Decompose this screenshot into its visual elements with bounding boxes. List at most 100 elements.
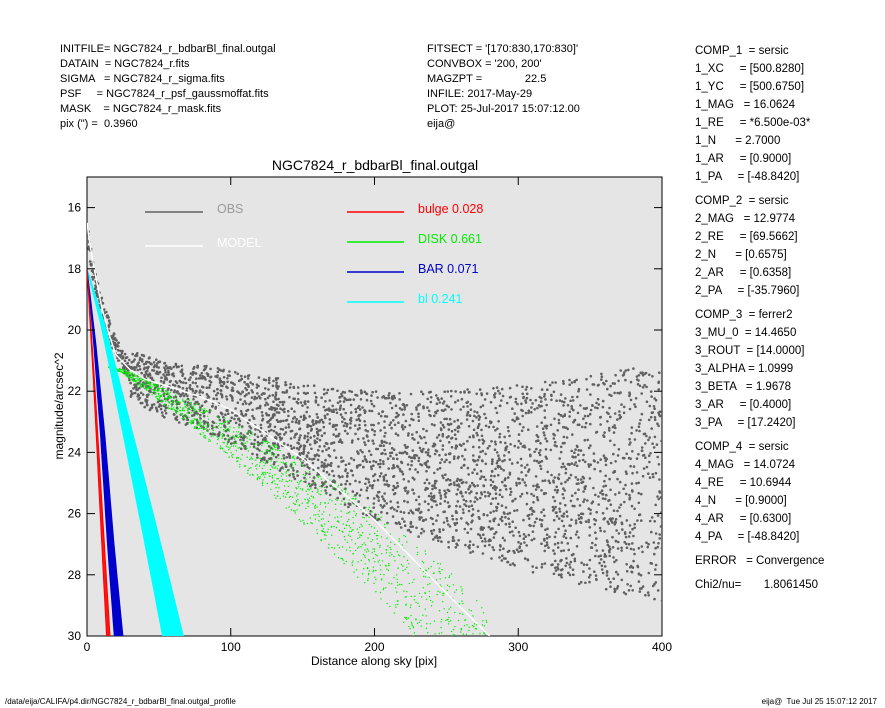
obs-point bbox=[189, 376, 192, 379]
obs-point bbox=[616, 509, 619, 513]
obs-point bbox=[167, 387, 170, 390]
parameter-line: 4_RE = 10.6944 bbox=[695, 477, 792, 489]
obs-point bbox=[343, 503, 347, 506]
disk-point bbox=[337, 516, 339, 518]
obs-point bbox=[247, 391, 251, 395]
obs-point bbox=[517, 477, 520, 480]
obs-point bbox=[371, 390, 374, 394]
disk-point bbox=[348, 525, 351, 527]
disk-point bbox=[331, 486, 334, 488]
obs-point bbox=[579, 449, 583, 452]
obs-point bbox=[87, 239, 90, 243]
obs-point bbox=[575, 545, 579, 548]
obs-point bbox=[527, 468, 531, 471]
obs-point bbox=[460, 422, 463, 425]
disk-point bbox=[461, 588, 463, 590]
disk-point bbox=[259, 457, 261, 460]
disk-point bbox=[351, 529, 353, 531]
disk-point bbox=[319, 493, 322, 496]
obs-point bbox=[293, 410, 296, 413]
obs-point bbox=[367, 480, 371, 484]
obs-point bbox=[629, 464, 632, 468]
disk-point bbox=[234, 438, 236, 440]
obs-point bbox=[107, 325, 110, 329]
obs-point bbox=[624, 492, 628, 496]
disk-point bbox=[324, 506, 327, 508]
obs-point bbox=[645, 434, 648, 438]
disk-point bbox=[157, 389, 160, 392]
obs-point bbox=[410, 412, 414, 416]
disk-point bbox=[417, 551, 419, 554]
legend-label-obs: OBS bbox=[217, 202, 243, 216]
obs-point bbox=[212, 397, 215, 401]
obs-point bbox=[488, 543, 491, 547]
disk-point bbox=[422, 614, 424, 616]
obs-point bbox=[469, 408, 473, 412]
disk-point bbox=[226, 420, 229, 422]
disk-point bbox=[327, 502, 330, 504]
obs-point bbox=[226, 377, 229, 380]
disk-point bbox=[336, 520, 339, 523]
disk-point bbox=[191, 412, 193, 414]
disk-point bbox=[481, 704, 482, 705]
obs-point bbox=[551, 505, 555, 509]
y-tick-label: 28 bbox=[68, 568, 82, 582]
obs-point bbox=[440, 428, 443, 432]
disk-point bbox=[186, 415, 188, 417]
obs-point bbox=[259, 423, 263, 427]
disk-point bbox=[462, 633, 465, 635]
obs-point bbox=[130, 392, 134, 396]
obs-point bbox=[296, 392, 300, 395]
disk-point bbox=[125, 373, 128, 375]
obs-point bbox=[552, 507, 556, 511]
obs-point bbox=[323, 431, 326, 435]
obs-point bbox=[389, 500, 393, 503]
disk-point bbox=[455, 672, 456, 673]
header-mid-line: PLOT: 25-Jul-2017 15:07:12.00 bbox=[427, 103, 580, 115]
obs-point bbox=[472, 428, 476, 432]
obs-point bbox=[625, 563, 628, 566]
obs-point bbox=[624, 369, 628, 372]
disk-point bbox=[479, 632, 481, 635]
disk-point bbox=[363, 555, 366, 557]
obs-point bbox=[543, 395, 546, 398]
obs-point bbox=[315, 430, 319, 434]
obs-point bbox=[506, 550, 510, 554]
obs-point bbox=[439, 439, 442, 443]
disk-point bbox=[191, 420, 193, 422]
obs-point bbox=[215, 425, 218, 429]
disk-point bbox=[221, 437, 223, 439]
obs-point bbox=[277, 385, 280, 388]
obs-point bbox=[430, 529, 433, 533]
disk-point bbox=[139, 379, 141, 381]
disk-point bbox=[143, 385, 145, 387]
obs-point bbox=[422, 406, 425, 410]
obs-point bbox=[395, 453, 398, 457]
obs-point bbox=[611, 546, 615, 549]
disk-point bbox=[353, 495, 355, 497]
obs-point bbox=[624, 470, 628, 474]
obs-point bbox=[484, 424, 488, 428]
obs-point bbox=[215, 397, 219, 401]
obs-point bbox=[645, 465, 649, 469]
disk-point bbox=[328, 514, 331, 516]
disk-point bbox=[465, 633, 468, 636]
obs-point bbox=[216, 391, 220, 395]
obs-point bbox=[535, 459, 539, 463]
disk-point bbox=[213, 426, 215, 429]
obs-point bbox=[453, 483, 456, 487]
obs-point bbox=[569, 524, 572, 528]
obs-point bbox=[391, 467, 394, 470]
obs-point bbox=[181, 386, 185, 390]
obs-point bbox=[326, 413, 329, 416]
disk-point bbox=[225, 445, 228, 448]
obs-point bbox=[435, 394, 438, 397]
obs-point bbox=[443, 489, 446, 493]
disk-point bbox=[340, 503, 342, 505]
disk-point bbox=[137, 379, 139, 381]
disk-point bbox=[164, 393, 166, 396]
obs-point bbox=[415, 498, 418, 502]
obs-point bbox=[625, 542, 628, 546]
obs-point bbox=[239, 432, 243, 435]
disk-point bbox=[177, 401, 179, 403]
